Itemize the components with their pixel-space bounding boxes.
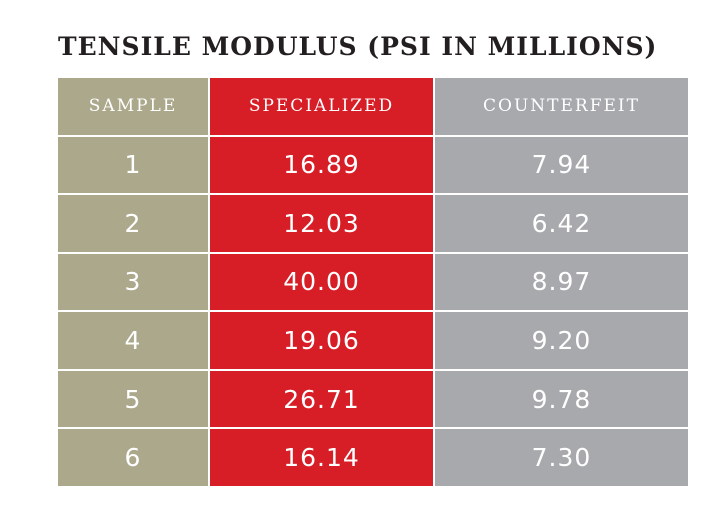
specialized-value-cell: 19.06 [210,312,433,369]
counterfeit-value-cell: 9.20 [435,312,688,369]
counterfeit-value-cell: 7.30 [435,429,688,486]
data-table: SAMPLE SPECIALIZED COUNTERFEIT 1 16.89 7… [58,78,688,486]
sample-cell: 5 [58,370,208,428]
sample-cell: 1 [58,136,208,194]
header-specialized: SPECIALIZED [210,78,433,135]
specialized-value-cell: 16.14 [210,429,433,486]
counterfeit-value-cell: 8.97 [435,253,688,311]
counterfeit-value-cell: 6.42 [435,195,688,252]
counterfeit-value-cell: 9.78 [435,370,688,428]
chart-title: TENSILE MODULUS (PSI IN MILLIONS) [58,32,658,61]
specialized-value-cell: 12.03 [210,195,433,252]
sample-cell: 3 [58,253,208,311]
specialized-value-cell: 16.89 [210,136,433,194]
header-counterfeit: COUNTERFEIT [435,78,688,135]
specialized-value-cell: 26.71 [210,370,433,428]
sample-cell: 6 [58,429,208,486]
sample-cell: 4 [58,312,208,369]
counterfeit-value-cell: 7.94 [435,136,688,194]
specialized-value-cell: 40.00 [210,253,433,311]
header-sample: SAMPLE [58,78,208,135]
sample-cell: 2 [58,195,208,252]
